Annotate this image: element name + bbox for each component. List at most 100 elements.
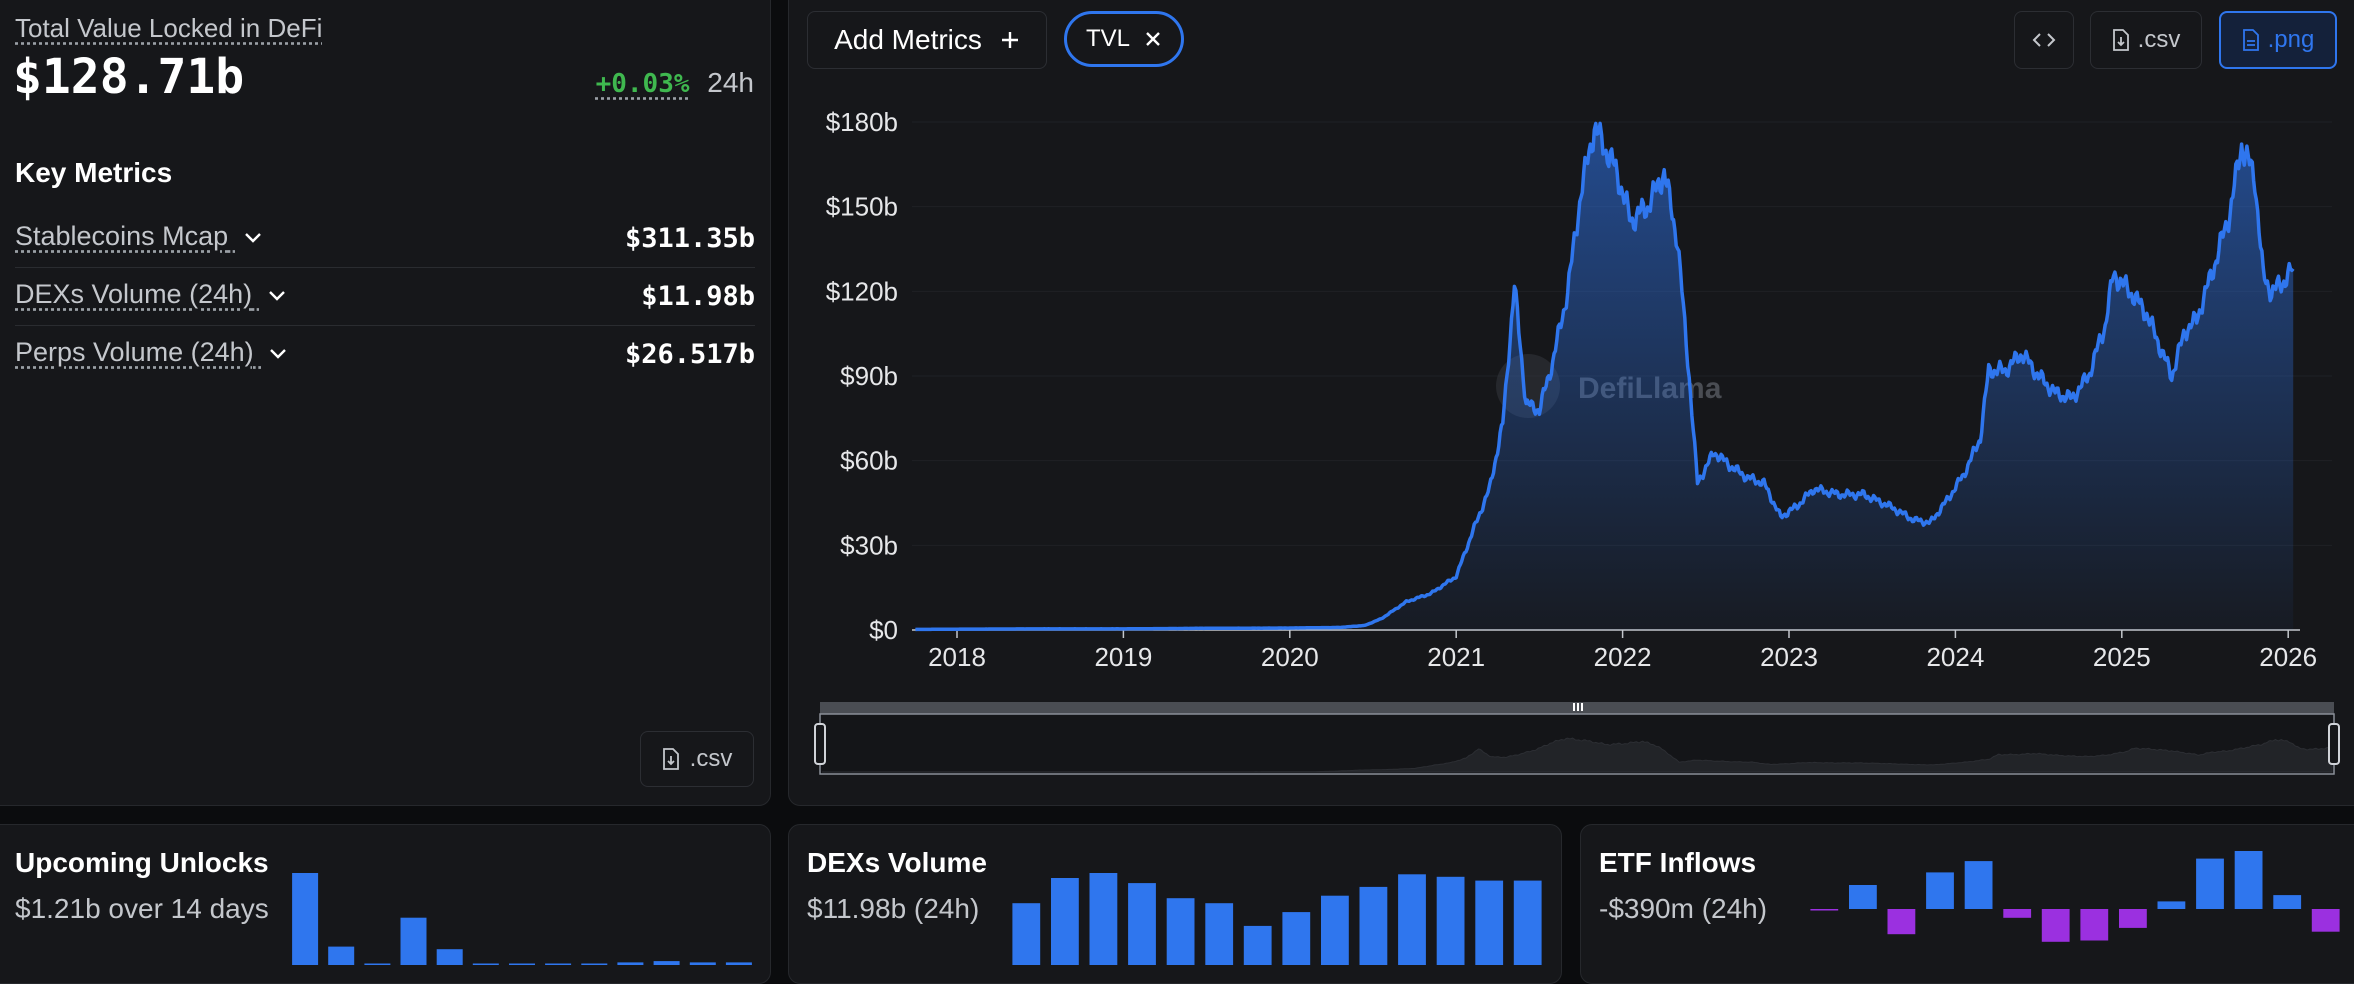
tvl-csv-label: .csv [689,745,733,772]
unlocks-bar-chart [292,873,752,965]
x-tick-label: 2021 [1427,642,1485,672]
bar [2273,895,2302,909]
embed-button[interactable] [2014,11,2074,69]
x-tick-label: 2019 [1094,642,1152,672]
y-tick-label: $60b [840,446,898,476]
png-button[interactable]: .png [2219,11,2337,69]
bar [328,946,355,965]
bar [2080,909,2109,941]
metric-label[interactable]: DEXs Volume (24h) [15,279,286,310]
x-tick-label: 2023 [1760,642,1818,672]
bar [1051,878,1079,965]
bar [1810,909,1839,911]
bar [1887,909,1916,935]
bar [2196,858,2224,909]
range-slider-preview [822,737,2333,773]
png-label: .png [2267,26,2315,53]
bar [1128,883,1156,965]
tvl-chart[interactable]: $0 $30b $60b $90b $120b $150b $180b 2018 2019 20… [788,90,2348,790]
dex-volume-bar-chart [1012,873,1542,965]
metric-chip-tvl[interactable]: TVL [1064,11,1184,67]
range-slider-right-handle[interactable] [2328,723,2340,765]
bar [2311,909,2340,932]
bar [653,961,680,965]
x-tick-label: 2026 [2259,642,2317,672]
bar [2234,851,2263,909]
bar [1012,903,1041,965]
bar [436,949,463,965]
metric-value: $311.35b [624,223,755,254]
key-metrics-heading: Key Metrics [15,157,173,188]
bar [1475,880,1504,965]
x-tick-label: 2018 [928,642,986,672]
range-slider-left-handle[interactable] [814,723,826,765]
card-title: Upcoming Unlocks [15,847,269,878]
chevron-down-icon [270,349,286,359]
bar [1513,880,1542,965]
metric-row-dex-volume[interactable]: DEXs Volume (24h) $11.98b [15,269,755,326]
bar [1243,925,1272,965]
metric-row-perps-volume[interactable]: Perps Volume (24h) $26.517b [15,327,755,383]
y-tick-label: $0 [869,615,898,645]
metric-row-stablecoins[interactable]: Stablecoins Mcap $311.35b [15,211,755,268]
x-axis: 2018 2019 2020 2021 2022 2023 2024 2025 2026 [912,629,2317,672]
tvl-change-value: +0.03% [595,69,690,99]
bar [2041,909,2070,942]
tvl-csv-button[interactable]: .csv [640,731,754,787]
y-axis: $0 $30b $60b $90b $120b $150b $180b [826,107,898,645]
upcoming-unlocks-card[interactable]: Upcoming Unlocks $1.21b over 14 days [0,824,771,984]
bar [1205,903,1234,965]
card-subtitle: $11.98b (24h) [807,893,980,924]
bar [1359,886,1388,965]
bar [1398,874,1426,965]
chart-csv-label: .csv [2137,26,2181,53]
x-tick-label: 2022 [1594,642,1652,672]
etf-inflows-card[interactable]: ETF Inflows -$390m (24h) [1580,824,2354,984]
bar [1282,912,1311,965]
tvl-value: $128.71b [13,49,245,105]
metric-value: $11.98b [641,281,755,312]
metric-label[interactable]: Stablecoins Mcap [15,221,262,252]
tvl-change: +0.03% 24h [596,67,754,99]
metric-chip-label: TVL [1085,25,1130,52]
card-title: DEXs Volume [807,847,987,878]
image-file-icon [2242,29,2259,51]
bar [2157,901,2186,909]
tvl-panel: Total Value Locked in DeFi $128.71b +0.0… [0,0,771,806]
bar [1964,861,1993,909]
bar [292,873,319,965]
bar [1926,872,1954,909]
bar [2003,909,2032,918]
tvl-title[interactable]: Total Value Locked in DeFi [15,13,323,43]
add-metrics-button[interactable]: Add Metrics [807,11,1047,69]
y-tick-label: $90b [840,361,898,391]
y-tick-label: $30b [840,530,898,560]
bar [1089,873,1118,965]
bar [1321,895,1349,965]
slider-grip [1581,703,1583,711]
bar [2119,909,2147,928]
metric-label[interactable]: Perps Volume (24h) [15,337,287,368]
chevron-down-icon [268,291,285,301]
tvl-line-series [915,121,2295,632]
plus-icon [1001,32,1018,48]
slider-grip [1573,703,1575,711]
close-icon[interactable] [1144,30,1162,48]
code-icon [2032,33,2056,47]
bar [1849,885,1877,909]
bar [400,917,427,965]
chart-csv-button[interactable]: .csv [2090,11,2202,69]
tvl-change-period: 24h [707,67,754,98]
etf-inflows-bar-chart [1810,851,2340,942]
dex-volume-card[interactable]: DEXs Volume $11.98b (24h) [788,824,1562,984]
x-tick-label: 2024 [1926,642,1984,672]
card-subtitle: $1.21b over 14 days [15,893,269,924]
tvl-area [915,123,2294,631]
card-subtitle: -$390m (24h) [1599,893,1768,924]
range-slider[interactable] [814,702,2340,775]
slider-grip [1577,703,1579,711]
y-tick-label: $120b [826,276,898,306]
y-tick-label: $150b [826,192,898,222]
add-metrics-label: Add Metrics [834,24,982,55]
y-tick-label: $180b [826,107,898,137]
